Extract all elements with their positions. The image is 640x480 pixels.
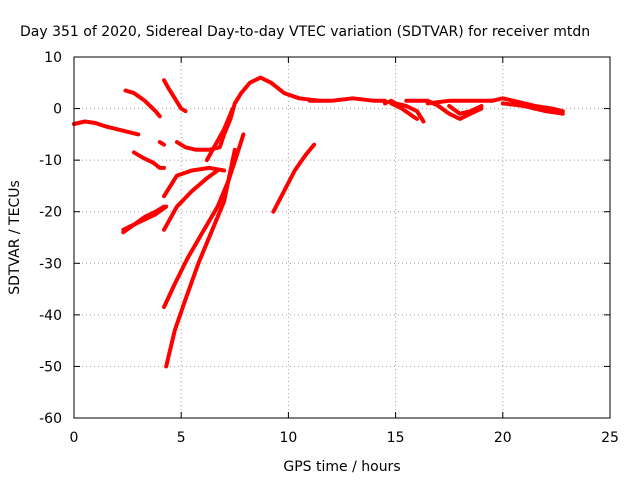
x-tick-label: 15: [387, 430, 405, 446]
series-line-s12: [164, 147, 237, 369]
series-line-s18: [404, 98, 484, 121]
x-tick-label: 20: [494, 430, 512, 446]
series-line-s8: [121, 204, 169, 232]
series-line-s21: [447, 104, 484, 116]
series-line-s20: [500, 101, 565, 116]
y-axis-label: SDTVAR / TECUs: [7, 180, 23, 295]
y-tick-label: -30: [39, 256, 62, 272]
plot-frame: [73, 56, 611, 419]
x-tick-label: 5: [177, 430, 186, 446]
series-line-s4: [132, 150, 166, 170]
series-line-s9: [162, 165, 227, 199]
x-tick-label: 10: [279, 430, 297, 446]
series-line-s5: [157, 140, 166, 147]
series-line-s19: [425, 96, 565, 114]
y-tick-label: 10: [44, 50, 62, 66]
y-tick-label: -50: [39, 359, 62, 375]
chart-title: Day 351 of 2020, Sidereal Day-to-day VTE…: [20, 24, 590, 40]
x-tick-label: 0: [70, 430, 79, 446]
series-line-s3: [162, 78, 188, 114]
series-line-s13: [204, 106, 235, 163]
series-line-s10: [162, 168, 220, 232]
x-tick-label: 25: [601, 430, 619, 446]
series-line-s14: [271, 142, 317, 214]
y-tick-label: -60: [39, 411, 62, 427]
series-line-s16: [382, 98, 426, 124]
series-line-s6: [174, 75, 323, 152]
series-line-s17: [389, 101, 419, 121]
series-line-s2: [123, 88, 162, 119]
series-line-s1: [72, 119, 141, 137]
y-tick-label: 0: [53, 102, 62, 118]
y-tick-label: -20: [39, 205, 62, 221]
x-axis-label: GPS time / hours: [283, 459, 400, 475]
y-tick-label: -40: [39, 308, 62, 324]
y-tick-label: -10: [39, 153, 62, 169]
series-line-s11: [162, 132, 246, 310]
series-line-s15: [307, 96, 387, 103]
